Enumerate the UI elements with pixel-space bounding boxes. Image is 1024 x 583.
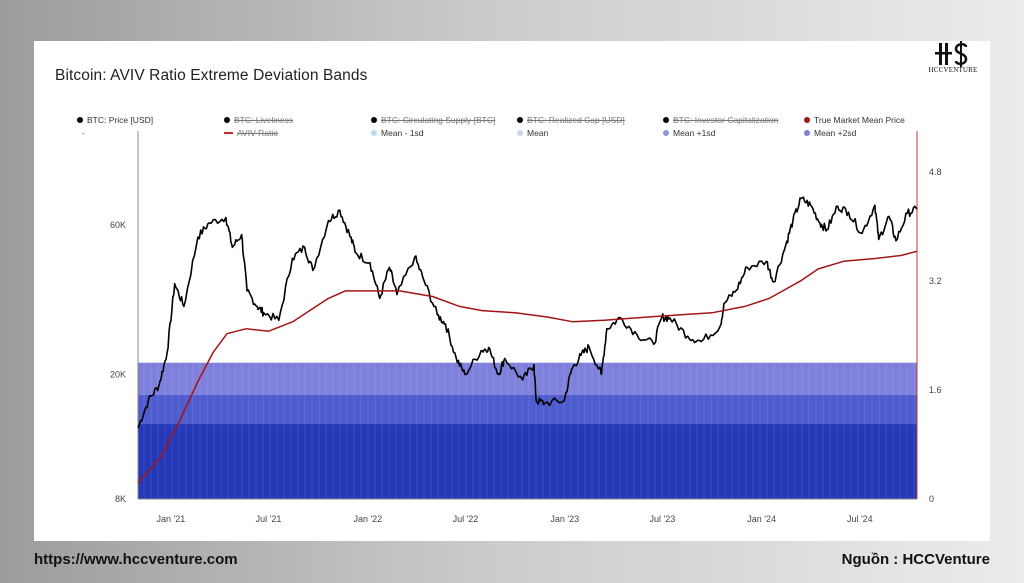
legend-swatch xyxy=(663,130,669,136)
legend-label: Mean xyxy=(527,128,549,138)
legend-label: Mean +1sd xyxy=(673,128,716,138)
x-tick-label: Jul '23 xyxy=(650,514,676,524)
legend-item-btc-circulating-supply-btc[interactable]: BTC: Circulating Supply [BTC] xyxy=(371,115,495,125)
left-tick-label: 8K xyxy=(115,494,126,504)
legend-item-btc-investor-capitalization[interactable]: BTC: Investor Capitalization xyxy=(663,115,778,125)
source-credit: Nguồn : HCCVenture xyxy=(841,551,990,568)
chart-plot: 8K 20K 60K 0 1.6 3.2 4.8 Jan '21 Jul '21 Jan '22 J… xyxy=(110,131,942,524)
legend-label: BTC: Circulating Supply [BTC] xyxy=(381,115,496,125)
legend-label: Mean +2sd xyxy=(814,128,857,138)
logo-name: HCCVENTURE xyxy=(928,66,978,74)
legend-label: Mean - 1sd xyxy=(381,128,424,138)
legend-swatch xyxy=(517,130,523,136)
legend-item-aviv-ratio[interactable]: AVIV Ratio xyxy=(224,128,278,138)
legend-swatch xyxy=(371,130,377,136)
x-tick-label: Jan '21 xyxy=(157,514,186,524)
x-tick-label: Jul '21 xyxy=(256,514,282,524)
band-mean-1sd xyxy=(138,394,917,425)
btc-price-line xyxy=(137,196,918,429)
right-tick-label: 4.8 xyxy=(929,167,942,177)
legend-swatch xyxy=(371,117,377,123)
hccventure-logo: HCCVENTURE xyxy=(924,41,982,75)
left-tick-label: 60K xyxy=(110,220,126,230)
left-tick-label: 20K xyxy=(110,369,126,379)
legend-label: BTC: Price [USD] xyxy=(87,115,154,125)
legend-label: BTC: Investor Capitalization xyxy=(673,115,779,125)
legend-item-true-market-mean-price[interactable]: True Market Mean Price xyxy=(804,115,905,125)
chart-card: Bitcoin: AVIV Ratio Extreme Deviation Ba… xyxy=(34,41,990,541)
legend-label: AVIV Ratio xyxy=(237,128,278,138)
right-tick-label: 0 xyxy=(929,494,934,504)
legend-item-btc-realized-cap-usd[interactable]: BTC: Realized Cap [USD] xyxy=(517,115,625,125)
legend-item-mean-1sd[interactable]: Mean - 1sd xyxy=(371,128,424,138)
legend-swatch xyxy=(517,117,523,123)
legend-swatch xyxy=(663,117,669,123)
legend-label: BTC: Liveliness xyxy=(234,115,294,125)
website-url[interactable]: https://www.hccventure.com xyxy=(34,551,238,568)
legend-item-mean-1sd[interactable]: Mean +1sd xyxy=(663,128,715,138)
true-market-mean-line xyxy=(137,250,918,484)
legend-swatch xyxy=(77,117,83,123)
legend-swatch xyxy=(224,132,233,134)
legend-swatch xyxy=(224,117,230,123)
right-tick-label: 1.6 xyxy=(929,385,942,395)
x-tick-label: Jul '22 xyxy=(453,514,479,524)
chart-title: Bitcoin: AVIV Ratio Extreme Deviation Ba… xyxy=(55,67,368,84)
legend-swatch xyxy=(804,130,810,136)
legend-swatch xyxy=(804,117,810,123)
band-mean xyxy=(138,424,917,499)
legend-item-mean[interactable]: Mean xyxy=(517,128,548,138)
legend-item-mean-2sd[interactable]: Mean +2sd xyxy=(804,128,856,138)
legend-label: True Market Mean Price xyxy=(814,115,905,125)
legend-placeholder[interactable]: - xyxy=(82,128,85,138)
legend-item-btc-liveliness[interactable]: BTC: Liveliness xyxy=(224,115,293,125)
x-tick-label: Jul '24 xyxy=(847,514,873,524)
legend-label: BTC: Realized Cap [USD] xyxy=(527,115,625,125)
right-tick-label: 3.2 xyxy=(929,276,942,286)
x-tick-label: Jan '24 xyxy=(747,514,776,524)
x-tick-label: Jan '22 xyxy=(353,514,382,524)
logo-mark-icon xyxy=(935,41,968,67)
x-tick-label: Jan '23 xyxy=(550,514,579,524)
band-mean-2sd xyxy=(138,362,917,395)
legend-item-btc-price-usd[interactable]: BTC: Price [USD] xyxy=(77,115,153,125)
